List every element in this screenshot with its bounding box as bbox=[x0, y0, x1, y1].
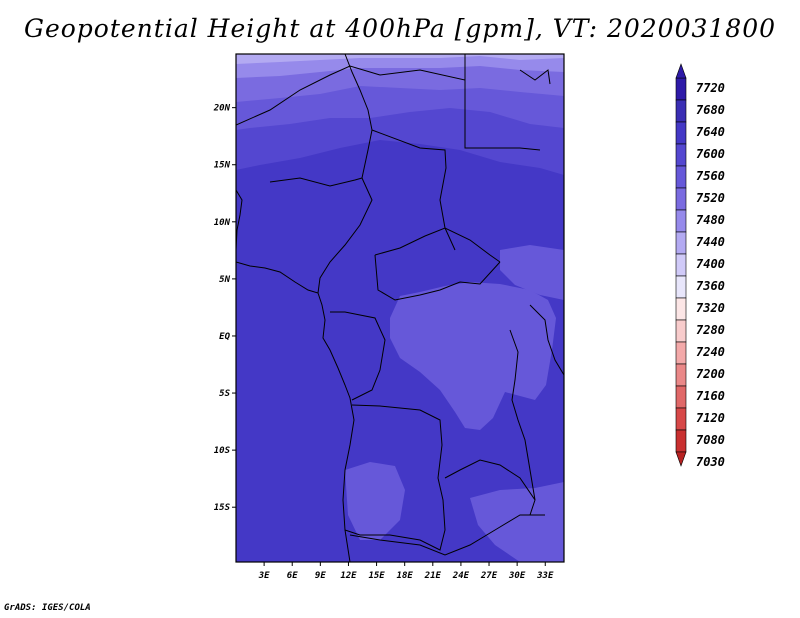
colorbar-label: 7280 bbox=[696, 323, 725, 337]
colorbar-bottom-arrow bbox=[675, 451, 687, 467]
colorbar-segment bbox=[675, 165, 687, 189]
border-niger-nigeria bbox=[269, 177, 363, 187]
chart-title: Geopotential Height at 400hPa [gpm], VT:… bbox=[23, 14, 777, 43]
colorbar-segment bbox=[675, 363, 687, 387]
colorbar-segment bbox=[675, 253, 687, 277]
colorbar-label: 7240 bbox=[696, 345, 725, 359]
border-drc-west bbox=[330, 311, 386, 401]
border-car bbox=[374, 227, 501, 263]
colorbar-label: 7320 bbox=[696, 301, 725, 315]
colorbar-segment bbox=[675, 385, 687, 409]
colorbar-label: 7560 bbox=[696, 169, 725, 183]
border-angola bbox=[344, 404, 446, 551]
colorbar-label: 7720 bbox=[696, 81, 725, 95]
colorbar-segment bbox=[675, 143, 687, 167]
colorbar-label: 7480 bbox=[696, 213, 725, 227]
lon-tick-label: 12E bbox=[340, 571, 357, 581]
lat-tick-label: 15S bbox=[214, 503, 231, 513]
lon-axis: 3E 6E 9E 12E 15E 18E 21E 24E 27E 30E 33E bbox=[258, 562, 554, 581]
lat-axis: 20N 15N 10N 5N EQ 5S 10S 15S bbox=[213, 104, 236, 513]
fill-patch-southwest bbox=[345, 462, 405, 540]
border-car-south bbox=[374, 254, 501, 301]
footer-credit: GrADS: IGES/COLA bbox=[4, 603, 91, 613]
colorbar-segment bbox=[675, 121, 687, 145]
border-sahara-1 bbox=[236, 65, 381, 126]
lat-tick-label: 5S bbox=[219, 389, 230, 399]
colorbar-label: 7520 bbox=[696, 191, 725, 205]
colorbar-segment bbox=[675, 341, 687, 365]
colorbar-label: 7080 bbox=[696, 433, 725, 447]
colorbar-segment bbox=[675, 77, 687, 101]
fill-patch-southeast bbox=[470, 482, 564, 562]
lon-tick-label: 15E bbox=[368, 571, 385, 581]
coastline-senegal bbox=[236, 189, 243, 251]
colorbar-segment bbox=[675, 275, 687, 299]
lat-tick-label: 15N bbox=[214, 161, 231, 171]
colorbar-segment bbox=[675, 429, 687, 453]
colorbar-segment bbox=[675, 231, 687, 255]
lat-tick-label: 10N bbox=[214, 218, 231, 228]
colorbar-segment bbox=[675, 297, 687, 321]
lon-tick-label: 18E bbox=[397, 571, 414, 581]
colorbar-label: 7160 bbox=[696, 389, 725, 403]
colorbar-segment bbox=[675, 209, 687, 233]
colorbar: 7720 7680 7640 7600 7560 7520 7480 7440 7400 7360… bbox=[675, 63, 725, 469]
lon-tick-label: 9E bbox=[315, 571, 326, 581]
border-kenya bbox=[529, 304, 564, 376]
coastlines-borders bbox=[236, 54, 564, 562]
red-sea-coast bbox=[519, 69, 551, 85]
lat-tick-label: 20N bbox=[213, 104, 231, 114]
colorbar-label: 7600 bbox=[696, 147, 725, 161]
lon-tick-label: 24E bbox=[452, 571, 470, 581]
colorbar-segment bbox=[675, 187, 687, 211]
border-east-lakes bbox=[509, 329, 536, 501]
colorbar-segment bbox=[675, 319, 687, 343]
lon-tick-label: 21E bbox=[424, 571, 442, 581]
colorbar-label: 7120 bbox=[696, 411, 725, 425]
lat-tick-label: EQ bbox=[219, 332, 230, 342]
colorbar-label: 7200 bbox=[696, 367, 725, 381]
border-egypt-sudan bbox=[464, 54, 541, 151]
colorbar-top-arrow bbox=[675, 63, 687, 79]
colorbar-label: 7440 bbox=[696, 235, 725, 249]
lon-tick-label: 6E bbox=[287, 571, 298, 581]
lat-tick-label: 5N bbox=[219, 275, 230, 285]
lon-tick-label: 27E bbox=[480, 571, 498, 581]
lat-tick-label: 10S bbox=[214, 446, 231, 456]
lon-tick-label: 3E bbox=[258, 571, 270, 581]
colorbar-label: 7400 bbox=[696, 257, 725, 271]
colorbar-label: 7360 bbox=[696, 279, 725, 293]
fill-patch-east bbox=[500, 245, 564, 300]
colorbar-segment bbox=[675, 99, 687, 123]
map-frame bbox=[235, 53, 565, 563]
contour-fill bbox=[236, 54, 564, 562]
colorbar-label: 7680 bbox=[696, 103, 725, 117]
lon-tick-label: 30E bbox=[508, 571, 526, 581]
lon-tick-label: 33E bbox=[536, 571, 554, 581]
border-nigeria-cameroon bbox=[317, 177, 373, 294]
border-south bbox=[349, 514, 545, 556]
colorbar-segment bbox=[675, 407, 687, 431]
coastline-west-africa bbox=[236, 261, 355, 562]
border-sahara-2 bbox=[344, 54, 373, 179]
colorbar-label: 7640 bbox=[696, 125, 725, 139]
colorbar-label: 7030 bbox=[696, 455, 725, 469]
fill-band-7440 bbox=[236, 54, 564, 64]
fill-patch-congo bbox=[390, 282, 556, 430]
